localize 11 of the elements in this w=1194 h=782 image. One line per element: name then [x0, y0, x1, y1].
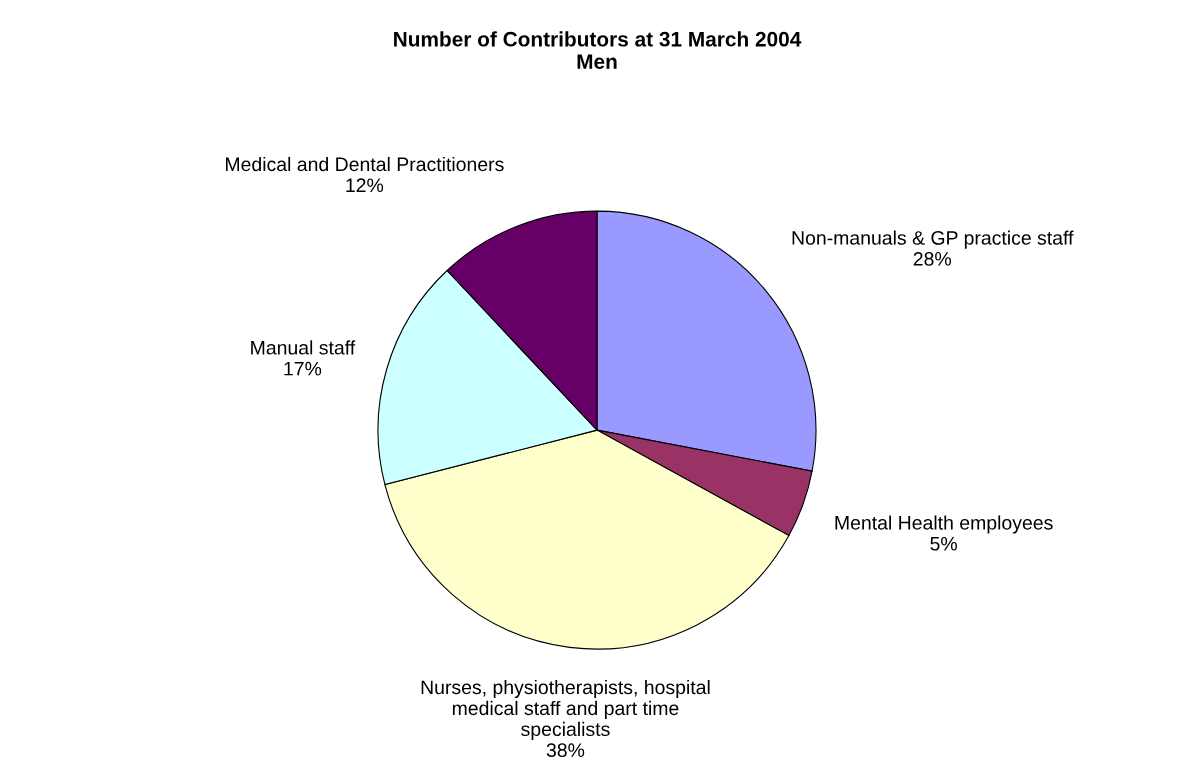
data-label: 5% — [930, 536, 957, 551]
data-label: 28% — [913, 251, 952, 266]
data-label: 12% — [346, 178, 384, 193]
data-label: 17% — [284, 361, 322, 376]
slice-label: Mental Health employees — [835, 515, 1053, 534]
slice-label: Non-manuals & GP practice staff — [792, 230, 1074, 249]
chart-title: Number of Contributors at 31 March 2004 Men — [394, 31, 802, 70]
data-label: 38% — [546, 743, 585, 758]
slice-label: Medical and Dental Practitioners — [225, 156, 504, 172]
slice-label: Manual staff — [251, 340, 356, 355]
slice-label: Nurses, physiotherapists, hospital medical staff and part time specialists — [421, 679, 710, 740]
